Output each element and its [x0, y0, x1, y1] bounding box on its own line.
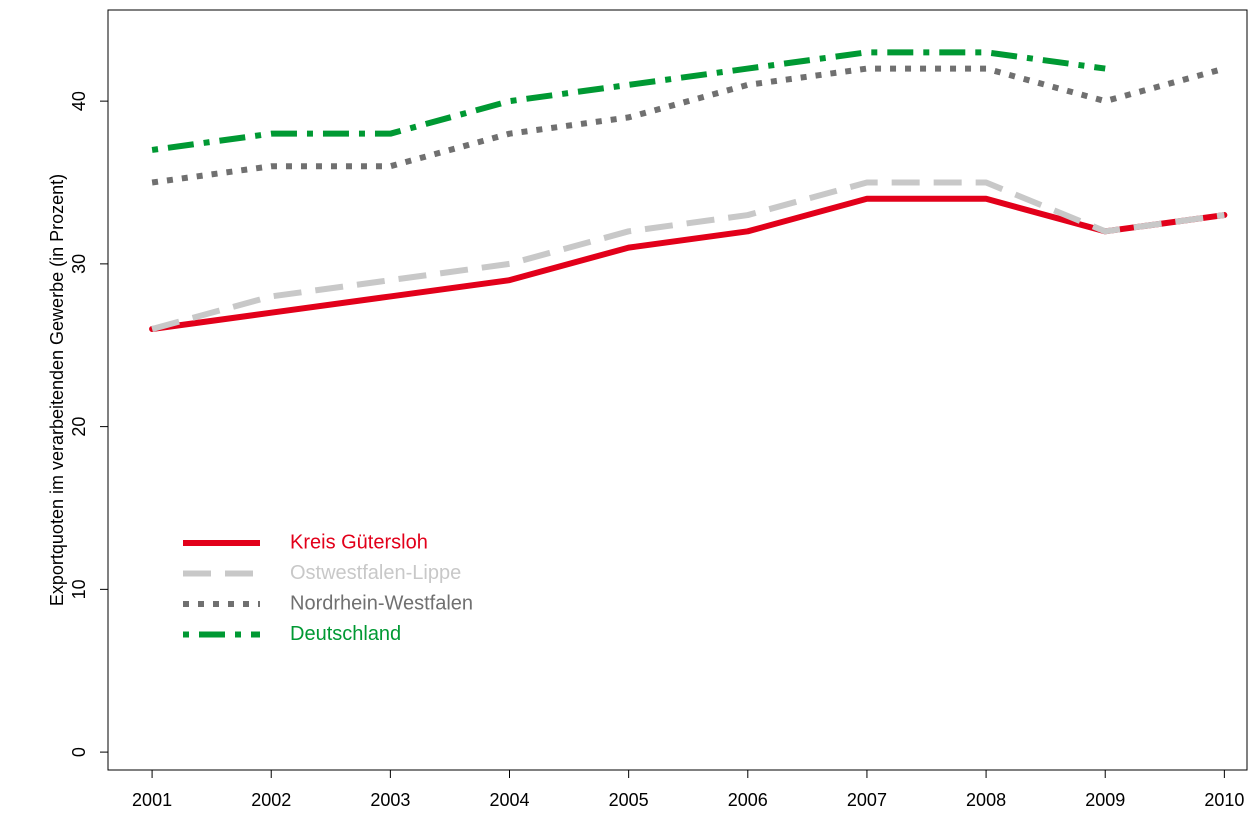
plot-box: [107, 9, 1248, 771]
y-tick-label: 10: [69, 579, 89, 599]
y-tick-label: 30: [69, 254, 89, 274]
legend-label: Ostwestfalen-Lippe: [290, 562, 461, 584]
x-tick-label: 2005: [609, 790, 649, 810]
series-line: [151, 49, 1106, 153]
x-tick-label: 2002: [251, 790, 291, 810]
x-tick-label: 2009: [1085, 790, 1125, 810]
x-tick-label: 2007: [847, 790, 887, 810]
x-tick-label: 2010: [1204, 790, 1244, 810]
y-tick-label: 20: [69, 417, 89, 437]
y-axis-label: Exportquoten im verarbeitenden Gewerbe (…: [47, 174, 67, 606]
series-line: [149, 195, 1228, 332]
y-tick-label: 0: [69, 747, 89, 757]
legend-label: Kreis Gütersloh: [290, 531, 428, 553]
x-tick-label: 2008: [966, 790, 1006, 810]
x-tick-label: 2006: [728, 790, 768, 810]
legend-label: Nordrhein-Westfalen: [290, 592, 473, 614]
series-line: [151, 65, 1226, 186]
legend-label: Deutschland: [290, 623, 401, 645]
x-tick-label: 2003: [370, 790, 410, 810]
x-tick-label: 2001: [132, 790, 172, 810]
y-tick-label: 40: [69, 91, 89, 111]
series-line: [151, 179, 1225, 332]
x-tick-label: 2004: [489, 790, 529, 810]
